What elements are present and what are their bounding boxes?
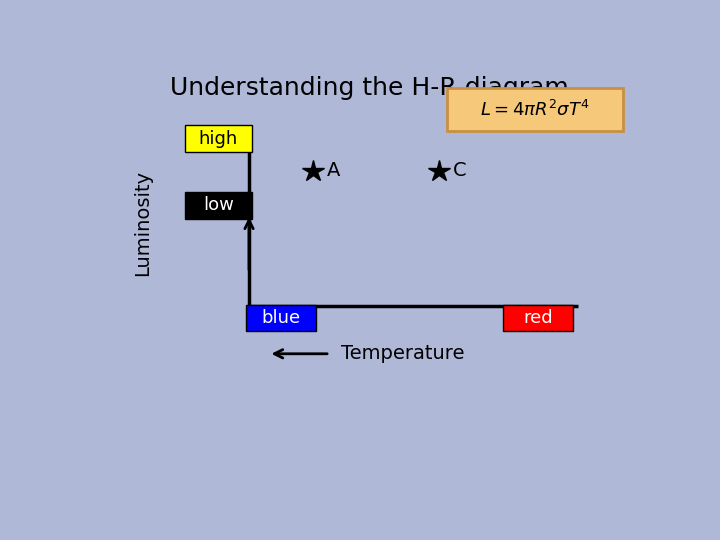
Text: $L = 4\pi R^2 \sigma T^4$: $L = 4\pi R^2 \sigma T^4$ [480,99,590,119]
FancyBboxPatch shape [447,87,623,131]
FancyBboxPatch shape [246,305,316,331]
Text: Temperature: Temperature [341,345,464,363]
Text: A: A [327,161,341,180]
Text: red: red [523,309,553,327]
Text: high: high [199,130,238,147]
Text: C: C [453,161,467,180]
FancyBboxPatch shape [503,305,572,331]
Text: low: low [203,196,234,214]
Text: Luminosity: Luminosity [133,170,153,276]
FancyBboxPatch shape [185,192,252,219]
Text: blue: blue [261,309,301,327]
FancyBboxPatch shape [185,125,252,152]
Text: Understanding the H-R diagram: Understanding the H-R diagram [170,76,568,100]
